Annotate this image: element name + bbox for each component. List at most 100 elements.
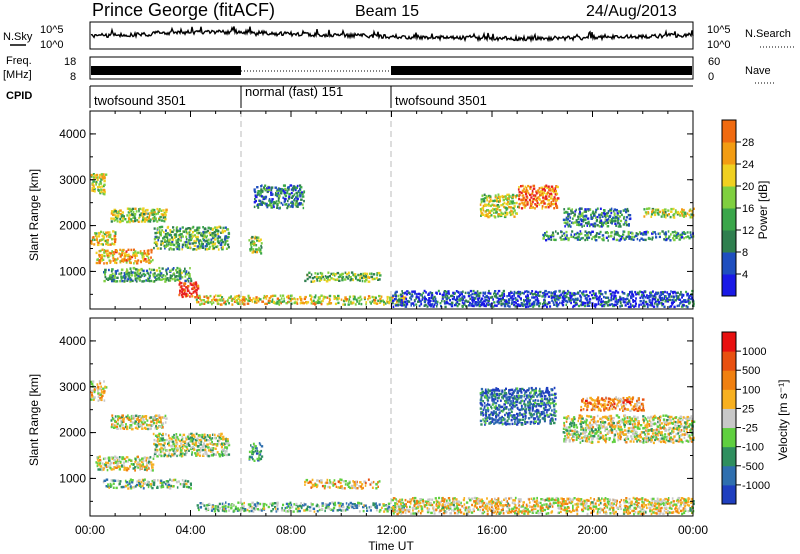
vel-cell: [203, 444, 206, 447]
power-cell: [162, 209, 165, 212]
power-cell: [274, 302, 277, 305]
vel-cell: [536, 415, 538, 418]
vel-cell: [148, 427, 151, 431]
vel-cell: [176, 442, 179, 446]
power-cell: [180, 236, 183, 239]
power-cell: [130, 271, 133, 274]
power-cell: [477, 303, 480, 306]
power-cell: [161, 213, 165, 217]
power-cell: [191, 287, 194, 291]
power-cell: [93, 174, 97, 177]
power-cell: [227, 246, 230, 249]
vel-cell: [195, 432, 198, 436]
vel-cell: [485, 404, 488, 407]
vel-cell: [568, 440, 571, 443]
velocity-scatter: [90, 380, 696, 516]
power-cell: [163, 240, 167, 243]
power-cell: [114, 238, 117, 241]
vel-cell: [553, 421, 556, 425]
vel-cell: [142, 459, 145, 462]
vel-cell: [108, 486, 111, 489]
power-cell: [312, 299, 315, 302]
vel-cell: [553, 408, 556, 411]
power-cell: [196, 226, 199, 229]
power-cell: [217, 241, 221, 245]
vel-cell: [481, 392, 484, 395]
power-cell: [214, 233, 217, 237]
power-cell: [566, 223, 569, 226]
vel-cell: [115, 425, 118, 428]
power-cell: [266, 295, 268, 298]
power-cell: [92, 236, 95, 239]
power-cell: [292, 189, 295, 192]
power-cell: [105, 277, 108, 281]
vel-cell: [119, 460, 122, 464]
vel-cell: [316, 510, 319, 513]
power-cell: [482, 209, 485, 212]
power-cell: [550, 194, 553, 197]
vel-cell: [160, 446, 162, 449]
vel-cell: [137, 422, 140, 425]
power-cell: [500, 213, 503, 216]
power-cell: [562, 290, 566, 293]
power-cell: [565, 218, 568, 221]
power-cell: [604, 219, 607, 223]
vel-cell: [168, 452, 171, 455]
power-cell: [287, 296, 290, 300]
power-cell: [169, 238, 171, 241]
vel-cell: [571, 419, 575, 422]
vel-cell: [297, 507, 300, 510]
vel-cell: [263, 502, 266, 506]
power-cell: [534, 292, 536, 295]
power-cell: [115, 217, 119, 220]
vel-cell: [539, 395, 542, 398]
power-cell: [90, 173, 93, 177]
power-cell: [647, 207, 651, 210]
power-cell: [380, 300, 383, 303]
power-cell: [326, 278, 329, 281]
vel-cell: [151, 479, 155, 483]
vel-cell: [383, 508, 386, 511]
power-cell: [548, 204, 552, 208]
power-cell: [638, 293, 640, 296]
power-cell: [656, 305, 659, 308]
vel-cell: [284, 506, 287, 510]
vel-cell: [150, 485, 153, 488]
power-cell: [676, 213, 679, 216]
vel-cell: [251, 446, 255, 449]
power-cell: [388, 296, 392, 299]
vel-cell: [544, 395, 547, 398]
power-cell: [126, 214, 129, 217]
vel-cell: [554, 410, 558, 413]
power-cell: [640, 303, 642, 306]
power-cell: [688, 294, 691, 298]
power-cell: [161, 274, 165, 277]
vel-cell: [199, 443, 202, 446]
power-cell: [534, 203, 536, 206]
power-cell: [120, 271, 123, 275]
power-cell: [122, 260, 125, 263]
power-cell: [216, 237, 219, 240]
power-cell: [581, 212, 584, 215]
vel-cell: [501, 423, 504, 426]
power-cell: [516, 299, 519, 302]
vel-cell: [147, 457, 150, 460]
power-cell: [165, 244, 169, 247]
vel-cell: [570, 424, 573, 428]
vel-cell: [117, 461, 120, 465]
power-cell: [616, 233, 619, 236]
power-cell: [577, 221, 581, 224]
power-cell: [559, 236, 562, 239]
power-cell: [688, 237, 691, 240]
vel-cell: [136, 417, 139, 421]
power-cell: [104, 251, 106, 254]
vel-cell: [232, 504, 235, 507]
vel-cell: [570, 437, 573, 440]
vel-cell: [526, 421, 529, 424]
vel-cell: [178, 439, 182, 443]
vel-cell: [490, 389, 494, 392]
power-cell: [606, 231, 608, 234]
power-cell: [688, 296, 690, 299]
vel-cell: [537, 399, 539, 402]
power-cell: [402, 292, 404, 295]
